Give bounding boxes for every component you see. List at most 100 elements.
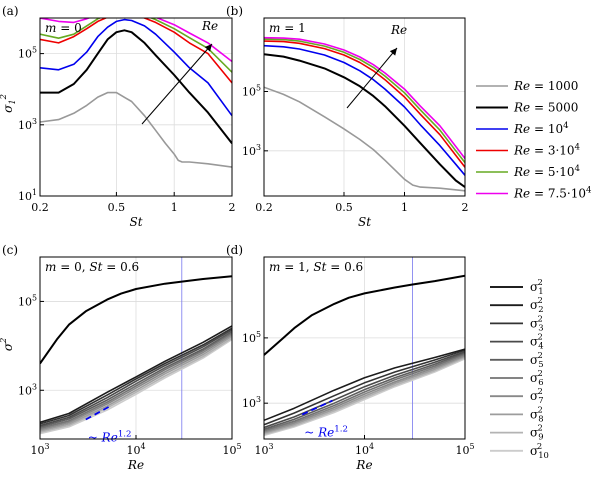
arrow-label: Re bbox=[390, 23, 407, 37]
x-tick-label: 0.5 bbox=[335, 201, 353, 214]
legend-label: σ92 bbox=[530, 423, 544, 442]
panel-a: Re m = 0 0.2 0.5 1 2 101 103 105 St σ12 (a) bbox=[0, 4, 236, 229]
panel-annotation: m = 0 bbox=[45, 21, 82, 35]
x-tick-label: 105 bbox=[222, 442, 241, 457]
panel-annotation: m = 1, St = 0.6 bbox=[269, 260, 363, 274]
series-line-8 bbox=[40, 335, 232, 432]
series-line-7 bbox=[40, 333, 232, 431]
series-line-4 bbox=[264, 350, 465, 429]
fit-label: ~ Re1.2 bbox=[88, 429, 132, 444]
x-tick-label: 1 bbox=[401, 201, 408, 214]
series-line-5 bbox=[40, 330, 232, 428]
series-line-3 bbox=[40, 327, 232, 425]
series-line-1 bbox=[264, 86, 465, 192]
panel-annotation: m = 1 bbox=[269, 21, 306, 35]
series-line-6 bbox=[264, 36, 465, 159]
x-axis-label: St bbox=[129, 215, 142, 229]
grid bbox=[39, 257, 233, 439]
y-axis-label: σ2 bbox=[0, 338, 15, 352]
panel-label: (d) bbox=[226, 243, 243, 257]
series-line-9 bbox=[40, 337, 232, 433]
panel-c: ~ Re1.2 m = 0, St = 0.6 103 104 105 103 105 Re σ… bbox=[0, 243, 242, 472]
x-tick-label: 104 bbox=[126, 442, 145, 457]
legend-label: σ52 bbox=[530, 350, 544, 369]
series-line-10 bbox=[40, 338, 232, 435]
x-tick-label: 103 bbox=[254, 442, 273, 457]
legend-label: σ62 bbox=[530, 368, 544, 387]
arrow-label: Re bbox=[201, 19, 218, 33]
legend-label: σ12 bbox=[530, 277, 544, 296]
series-line-7 bbox=[264, 354, 465, 433]
series-line-6 bbox=[40, 18, 232, 63]
series-line-3 bbox=[264, 349, 465, 426]
x-tick-label: 0.5 bbox=[108, 201, 126, 214]
series-line-3 bbox=[40, 18, 232, 117]
x-tick-label: 1 bbox=[171, 201, 178, 214]
y-tick-label: 103 bbox=[18, 117, 37, 132]
grid bbox=[263, 18, 466, 196]
x-tick-label: 103 bbox=[30, 442, 49, 457]
legend-label: σ102 bbox=[530, 441, 549, 460]
series-line-1 bbox=[40, 91, 232, 168]
series-line-6 bbox=[264, 353, 465, 432]
panel-label: (b) bbox=[226, 4, 243, 18]
x-tick-label: 0.2 bbox=[255, 201, 273, 214]
legend-label: Re = 7.5·104 bbox=[513, 186, 592, 201]
legend-label: σ42 bbox=[530, 332, 544, 351]
fit-label: ~ Re1.2 bbox=[304, 425, 348, 440]
legend-label: Re = 5·104 bbox=[513, 164, 581, 179]
legend-label: σ82 bbox=[530, 404, 544, 423]
panel-b: Re m = 1 0.2 0.5 1 2 103 105 St (b) bbox=[226, 4, 469, 229]
y-tick-label: 103 bbox=[242, 143, 261, 158]
plot-frame bbox=[39, 17, 233, 197]
series-line-2 bbox=[40, 29, 232, 145]
legend-label: σ22 bbox=[530, 295, 544, 314]
series-line-9 bbox=[264, 356, 465, 435]
series-line-5 bbox=[40, 18, 232, 73]
series-line-4 bbox=[40, 18, 232, 84]
x-tick-label: 2 bbox=[229, 201, 236, 214]
x-tick-label: 0.2 bbox=[31, 201, 49, 214]
legend-label: Re = 104 bbox=[513, 121, 569, 136]
arrow-head bbox=[389, 48, 397, 56]
y-axis-label: σ12 bbox=[0, 94, 17, 113]
series-line-2 bbox=[264, 348, 465, 422]
series-line-3 bbox=[264, 44, 465, 176]
x-axis-label: Re bbox=[355, 458, 372, 472]
y-tick-label: 103 bbox=[242, 395, 261, 410]
series-line-2 bbox=[264, 53, 465, 188]
panel-label: (a) bbox=[2, 4, 19, 18]
panel-label: (c) bbox=[2, 243, 18, 257]
y-tick-label: 103 bbox=[18, 382, 37, 397]
arrow-head bbox=[204, 44, 212, 52]
legend-label: Re = 3·104 bbox=[513, 143, 581, 158]
y-tick-label: 105 bbox=[242, 330, 261, 345]
x-tick-label: 105 bbox=[455, 442, 474, 457]
series-line-2 bbox=[40, 325, 232, 424]
series-line-1 bbox=[40, 275, 232, 365]
y-tick-label: 101 bbox=[18, 188, 37, 203]
series-line-5 bbox=[264, 352, 465, 430]
series-line-5 bbox=[264, 38, 465, 164]
arrow bbox=[346, 47, 398, 109]
series-line-8 bbox=[264, 355, 465, 434]
legend-label: σ32 bbox=[530, 313, 544, 332]
fit-line bbox=[301, 399, 333, 416]
panel-d: ~ Re1.2 m = 1, St = 0.6 103 104 105 103 105 Re (… bbox=[226, 243, 475, 472]
x-tick-label: 2 bbox=[462, 201, 469, 214]
x-axis-label: Re bbox=[127, 458, 144, 472]
x-axis-label: St bbox=[358, 215, 371, 229]
y-tick-label: 105 bbox=[242, 83, 261, 98]
legend-top: Re = 1000 Re = 5000 Re = 104 Re = 3·104 Re =… bbox=[476, 79, 592, 201]
y-tick-label: 105 bbox=[18, 293, 37, 308]
series-line-10 bbox=[264, 357, 465, 437]
legend-label: σ72 bbox=[530, 386, 544, 405]
legend-label: Re = 5000 bbox=[513, 101, 578, 115]
series-line-4 bbox=[264, 40, 465, 168]
panel-annotation: m = 0, St = 0.6 bbox=[45, 260, 139, 274]
series-line-4 bbox=[40, 329, 232, 427]
grid bbox=[263, 257, 466, 439]
fit-line bbox=[85, 404, 113, 421]
